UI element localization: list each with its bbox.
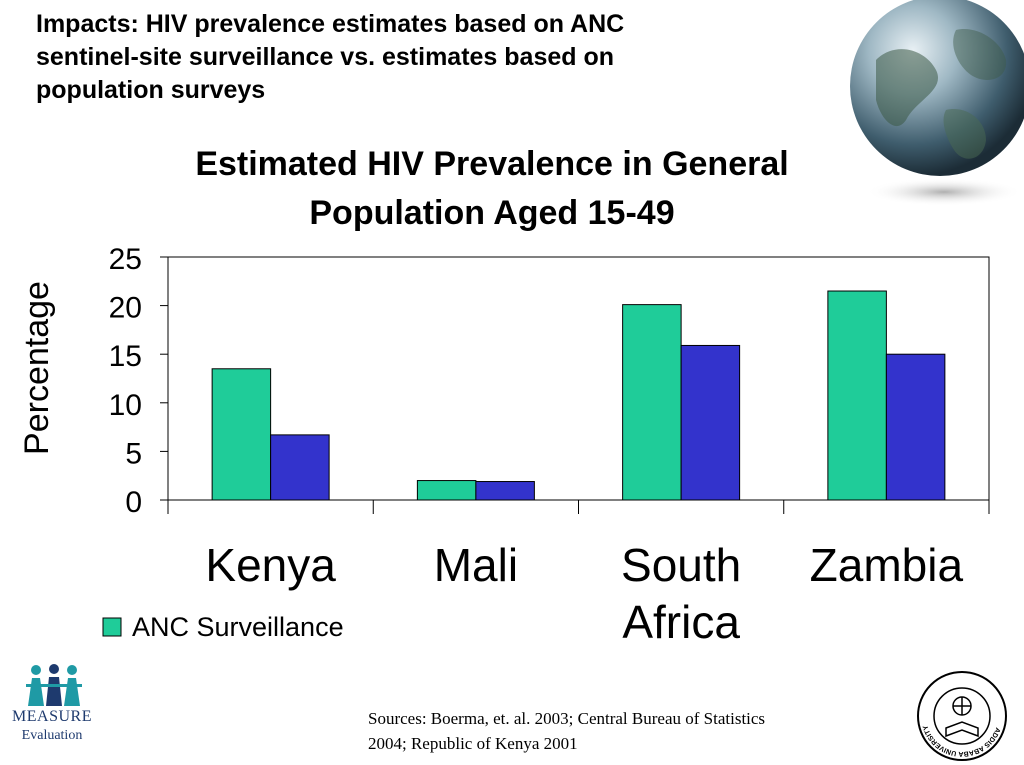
bar-0-2 bbox=[622, 304, 682, 501]
y-tick-label: 15 bbox=[109, 340, 142, 373]
measure-evaluation-logo: MEASURE Evaluation bbox=[6, 664, 98, 760]
y-tick-label: 10 bbox=[109, 389, 142, 422]
sources-line-2: 2004; Republic of Kenya 2001 bbox=[368, 734, 578, 753]
bars bbox=[211, 290, 946, 501]
x-category-label: South bbox=[621, 539, 741, 591]
slide-heading-line-3: population surveys bbox=[36, 76, 266, 104]
slide-heading: Impacts: HIV prevalence estimates based … bbox=[36, 8, 796, 107]
x-category-label: Kenya bbox=[205, 539, 336, 591]
bar-0-1 bbox=[416, 480, 477, 501]
bar-0-3 bbox=[827, 290, 887, 501]
bar-1-2 bbox=[680, 344, 741, 501]
sources-note: Sources: Boerma, et. al. 2003; Central B… bbox=[368, 706, 928, 756]
y-tick-label: 20 bbox=[109, 292, 142, 325]
bar-1-0 bbox=[270, 434, 330, 501]
slide-heading-line-2: sentinel-site surveillance vs. estimates… bbox=[36, 43, 615, 71]
x-category-label: Zambia bbox=[810, 539, 964, 591]
measure-logo-subtitle: Evaluation bbox=[21, 728, 83, 743]
y-axis-ticks: 0 5 10 15 20 25 bbox=[109, 243, 990, 519]
measure-logo-name: MEASURE bbox=[12, 708, 92, 725]
sources-line-1: Sources: Boerma, et. al. 2003; Central B… bbox=[368, 709, 766, 728]
bar-0-0 bbox=[211, 368, 272, 501]
bar-chart: Estimated HIV Prevalence in General Popu… bbox=[18, 145, 990, 650]
globe-icon bbox=[850, 0, 1024, 206]
chart-title-line-1: Estimated HIV Prevalence in General bbox=[195, 145, 788, 183]
x-category-label: Africa bbox=[622, 596, 740, 648]
legend: ANC Surveillance Population Survey bbox=[102, 612, 352, 650]
bar-1-1 bbox=[475, 481, 535, 501]
people-figures-icon bbox=[26, 664, 82, 706]
legend-swatch bbox=[102, 617, 122, 637]
x-category-label: Mali bbox=[434, 539, 518, 591]
y-tick-label: 25 bbox=[109, 243, 142, 276]
bar-1-3 bbox=[885, 353, 946, 501]
university-seal-icon: ADDIS ABABA UNIVERSITY bbox=[917, 671, 1007, 761]
legend-label: Population Survey bbox=[132, 648, 352, 650]
slide-heading-line-1: Impacts: HIV prevalence estimates based … bbox=[36, 10, 625, 38]
y-tick-label: 5 bbox=[125, 437, 142, 470]
chart-title-line-2: Population Aged 15-49 bbox=[309, 194, 674, 232]
y-tick-label: 0 bbox=[125, 486, 142, 519]
legend-label: ANC Surveillance bbox=[132, 612, 344, 642]
y-axis-label: Percentage bbox=[18, 281, 56, 455]
